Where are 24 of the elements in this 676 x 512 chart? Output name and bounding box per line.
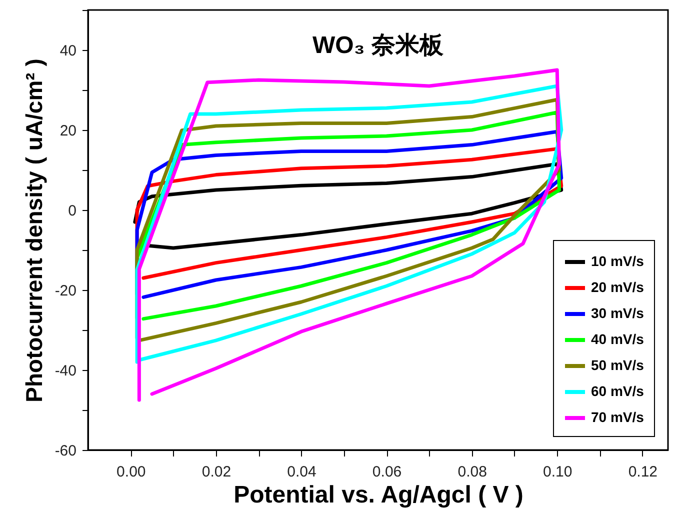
y-axis-title: Photocurrent density ( uA/cm² ) [20,58,47,402]
x-tick-label: 0.04 [287,464,316,480]
legend-label: 10 mV/s [591,253,644,269]
line-series [137,68,561,402]
y-tick-label: -20 [54,282,76,300]
x-tick-label: 0.10 [543,464,572,480]
y-tick-label: -40 [54,362,76,380]
y-tick-label: 40 [60,42,76,60]
legend-label: 30 mV/s [591,305,644,321]
y-tick-label: 20 [60,122,76,140]
x-axis-title: Potential vs. Ag/Agcl ( V ) [234,482,524,508]
text: WO₃ 奈米板 [312,32,445,59]
y-tick-label: -60 [54,442,76,460]
x-tick-label: 0.12 [628,464,658,480]
x-tick-label: 0.06 [372,464,402,480]
x-tick-label: 0.02 [202,464,232,480]
y-tick-label: 0 [68,202,76,220]
legend-label: 50 mV/s [591,357,644,373]
legend-label: 60 mV/s [591,383,644,399]
x-tick-label: 0.00 [116,464,146,480]
legend-label: 40 mV/s [591,331,644,347]
legend-label: 70 mV/s [591,409,644,425]
legend-label: 20 mV/s [591,279,644,295]
x-tick-label: 0.08 [458,464,487,480]
